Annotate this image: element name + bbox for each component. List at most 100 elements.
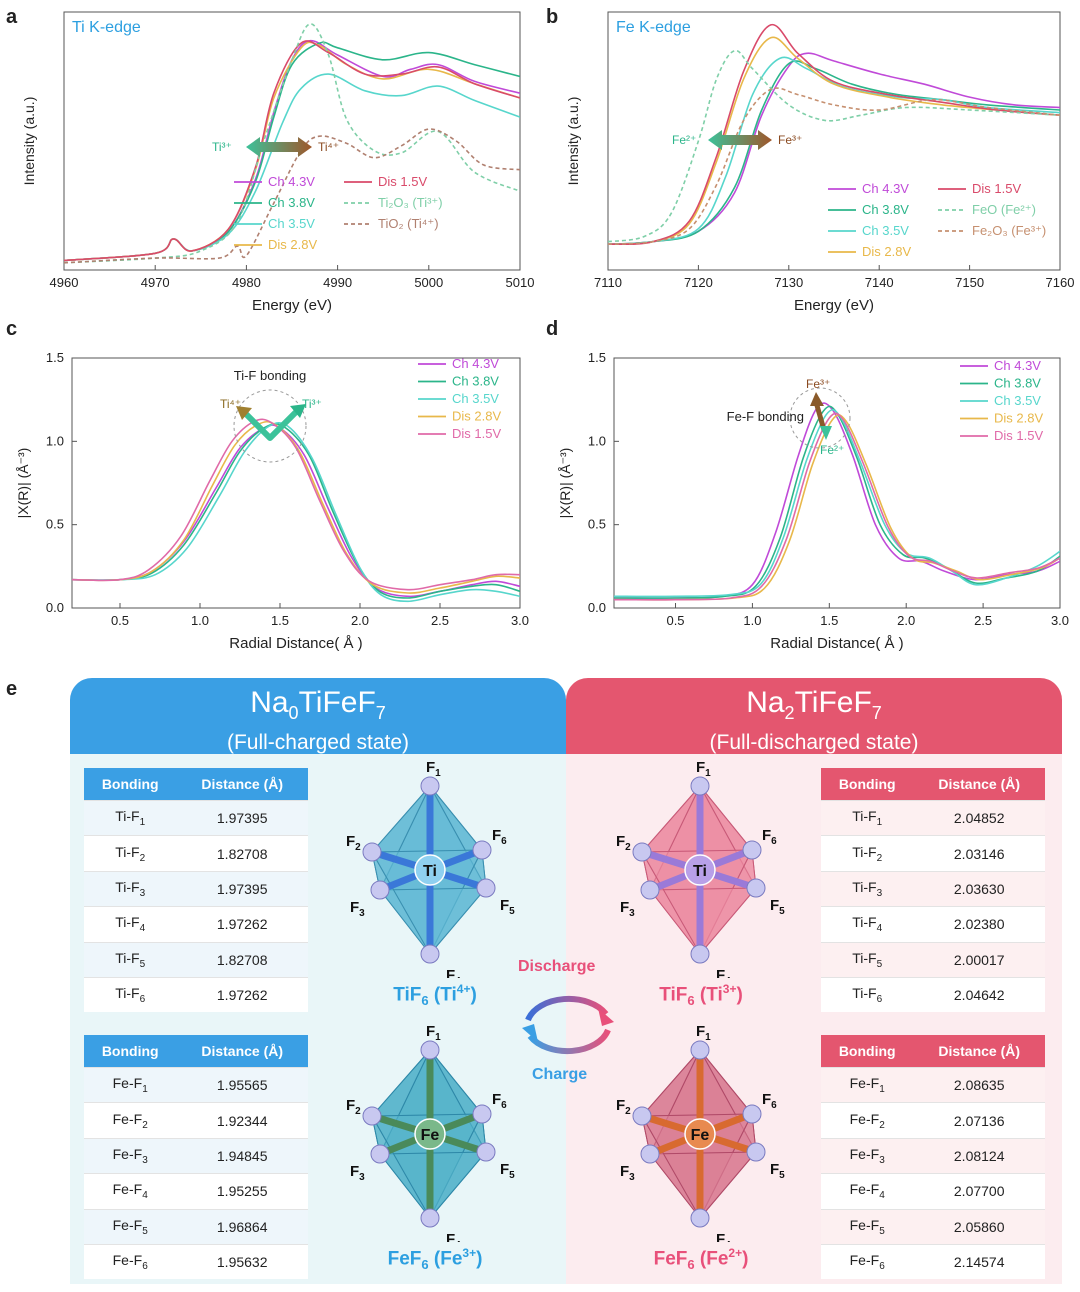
f-atom-label: F4 xyxy=(446,1231,461,1242)
col-distance: Distance (Å) xyxy=(176,1035,308,1068)
bond-cell: Fe-F2 xyxy=(821,1102,914,1139)
f-atom xyxy=(746,878,766,898)
f-atom xyxy=(370,880,390,900)
distance-cell: 1.97395 xyxy=(176,870,308,907)
table-row: Fe-F5 1.96864 xyxy=(84,1208,308,1245)
state-discharged: (Full-discharged state) xyxy=(709,731,919,754)
legend-label: Dis 2.8V xyxy=(452,409,501,424)
table-header-row: Bonding Distance (Å) xyxy=(84,1035,308,1068)
arrow-label-right: Fe³⁺ xyxy=(778,133,802,147)
series-group xyxy=(614,402,1060,601)
chart-title: Fe K-edge xyxy=(616,19,691,36)
col-bonding: Bonding xyxy=(84,768,177,801)
x-tick-label: 1.5 xyxy=(271,613,289,628)
x-tick-label: 4990 xyxy=(323,275,352,290)
f-atom-label: F4 xyxy=(716,1231,731,1242)
distance-cell: 2.00017 xyxy=(913,941,1045,978)
f-atom-label: F2 xyxy=(616,833,631,853)
f-atom-label: F6 xyxy=(492,1091,507,1111)
table-header-row: Bonding Distance (Å) xyxy=(821,768,1045,801)
v-arrow xyxy=(813,401,827,431)
f-atom-label: F5 xyxy=(500,897,515,917)
arrow-label-right: Ti⁴⁺ xyxy=(318,140,339,154)
label-tif6-ti4: TiF6 (Ti4+) xyxy=(393,982,477,1009)
col-distance: Distance (Å) xyxy=(913,768,1045,801)
center-atom-label: Fe xyxy=(421,1127,440,1144)
table-charged-ti: Bonding Distance (Å) Ti-F1 1.97395 Ti-F2 1.82… xyxy=(84,768,308,1013)
y-tick-label: 0.0 xyxy=(46,600,64,615)
y-tick-label: 1.5 xyxy=(588,350,606,365)
distance-cell: 2.04852 xyxy=(913,799,1045,836)
legend-label: Ch 3.5V xyxy=(862,223,909,238)
f-atom xyxy=(420,1208,440,1228)
f-atom xyxy=(640,1144,660,1164)
header-charged: Na0TiFeF7 (Full-charged state) xyxy=(70,678,566,754)
f-atom-label: F2 xyxy=(346,833,361,853)
table-row: Ti-F1 2.04852 xyxy=(821,799,1045,836)
col-bonding: Bonding xyxy=(84,1035,177,1068)
octahedron-face xyxy=(371,851,431,955)
y-tick-label: 1.0 xyxy=(46,433,64,448)
table-row: Fe-F4 2.07700 xyxy=(821,1173,1045,1210)
chart-ti-ft-exafs: 0.5 1.0 1.5 2.0 2.5 3.0 0.0 0.5 1.0 1.5 Radial Dis… xyxy=(15,350,529,652)
distance-cell: 1.82708 xyxy=(176,835,308,872)
bond-cell: Fe-F5 xyxy=(821,1208,914,1245)
distance-cell: 2.07136 xyxy=(913,1102,1045,1139)
f-atom xyxy=(472,840,492,860)
octahedron-face xyxy=(641,1115,701,1219)
x-axis-label: Radial Distance( Å ) xyxy=(229,635,362,652)
legend-label: Ch 3.5V xyxy=(268,216,315,231)
table-row: Ti-F3 2.03630 xyxy=(821,870,1045,907)
arrow-label-left: Fe²⁺ xyxy=(672,133,696,147)
bond-cell: Fe-F3 xyxy=(84,1137,177,1174)
bond-cell: Ti-F4 xyxy=(84,906,177,943)
f-atom-label: F6 xyxy=(492,827,507,847)
arrow-label-left: Ti³⁺ xyxy=(212,140,232,154)
legend-label: Dis 1.5V xyxy=(994,428,1043,443)
f-atom xyxy=(370,1144,390,1164)
f-atom xyxy=(690,944,710,964)
x-axis-label: Radial Distance( Å ) xyxy=(770,635,903,652)
series-line-Dis-1.5V xyxy=(608,24,1060,246)
distance-cell: 1.94845 xyxy=(176,1137,308,1174)
bond-cell: Fe-F4 xyxy=(821,1173,914,1210)
distance-cell: 1.95632 xyxy=(176,1243,308,1280)
panel-letter-e: e xyxy=(6,678,18,700)
bond-cell: Fe-F1 xyxy=(84,1066,177,1103)
f-atom-label: F4 xyxy=(446,967,461,978)
table-row: Ti-F5 2.00017 xyxy=(821,941,1045,978)
label-fef6-fe2: FeF6 (Fe2+) xyxy=(653,1246,749,1273)
table-row: Ti-F4 1.97262 xyxy=(84,906,308,943)
f-atom xyxy=(640,880,660,900)
label-tif6-ti3: TiF6 (Ti3+) xyxy=(659,982,743,1009)
table-row: Ti-F6 2.04642 xyxy=(821,976,1045,1013)
bond-cell: Ti-F5 xyxy=(84,941,177,978)
bond-cell: Fe-F3 xyxy=(821,1137,914,1174)
v-arrow-head-left xyxy=(236,406,252,420)
table-row: Fe-F3 1.94845 xyxy=(84,1137,308,1174)
series-line-Ti-O-Ti- xyxy=(64,23,520,264)
f-atom-label: F2 xyxy=(616,1097,631,1117)
formula-charged: Na0TiFeF7 xyxy=(250,686,386,723)
table-discharged-ti: Bonding Distance (Å) Ti-F1 2.04852 Ti-F2 2.03… xyxy=(821,768,1045,1013)
series-line-Dis-1.5V xyxy=(614,412,1060,601)
distance-cell: 1.97262 xyxy=(176,976,308,1013)
chart-ti-k-edge: 4960 4970 4980 4990 5000 5010 Energy (eV) Inten… xyxy=(21,11,534,314)
f-atom-label: F2 xyxy=(346,1097,361,1117)
table-row: Ti-F5 1.82708 xyxy=(84,941,308,978)
center-atom-label: Ti xyxy=(693,863,707,880)
x-tick-label: 7130 xyxy=(774,275,803,290)
x-tick-label: 2.0 xyxy=(897,613,915,628)
legend-label: Dis 1.5V xyxy=(452,426,501,441)
legend-label: Dis 2.8V xyxy=(994,411,1043,426)
distance-cell: 2.02380 xyxy=(913,906,1045,943)
x-tick-label: 1.5 xyxy=(820,613,838,628)
y-axis-label: |X(R)| (Å⁻³) xyxy=(557,448,573,519)
distance-cell: 2.08635 xyxy=(913,1066,1045,1103)
octahedron-face xyxy=(371,1115,431,1219)
x-tick-label: 1.0 xyxy=(191,613,209,628)
bond-cell: Fe-F1 xyxy=(821,1066,914,1103)
discharge-arrow xyxy=(525,995,609,1022)
series-line-Dis-1.5V xyxy=(72,418,520,591)
x-tick-label: 4960 xyxy=(50,275,79,290)
